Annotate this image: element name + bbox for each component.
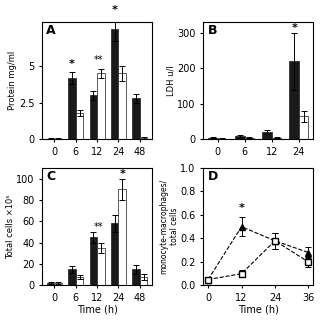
Bar bbox=[90, 237, 97, 285]
Text: **: ** bbox=[93, 55, 103, 65]
Bar bbox=[208, 138, 218, 140]
Bar bbox=[68, 269, 76, 285]
Bar bbox=[140, 277, 147, 285]
Y-axis label: monocyte-macrophages/
total cells: monocyte-macrophages/ total cells bbox=[159, 179, 179, 274]
Text: *: * bbox=[119, 169, 125, 179]
Y-axis label: Protein mg/ml: Protein mg/ml bbox=[8, 51, 17, 110]
Text: *: * bbox=[112, 5, 118, 15]
Text: A: A bbox=[46, 24, 56, 37]
Y-axis label: Total cells ×10⁵: Total cells ×10⁵ bbox=[5, 194, 14, 259]
Bar bbox=[90, 95, 97, 140]
X-axis label: Time (h): Time (h) bbox=[238, 304, 279, 315]
Bar bbox=[132, 269, 140, 285]
Y-axis label: LDH u/l: LDH u/l bbox=[166, 65, 176, 96]
Bar bbox=[97, 73, 105, 140]
X-axis label: Time (h): Time (h) bbox=[77, 304, 117, 315]
Bar bbox=[262, 132, 272, 140]
Bar bbox=[47, 139, 54, 140]
Text: *: * bbox=[69, 60, 75, 69]
Text: C: C bbox=[46, 170, 55, 183]
Bar bbox=[54, 283, 62, 285]
Bar bbox=[299, 116, 308, 140]
Bar bbox=[76, 277, 83, 285]
Bar bbox=[118, 73, 126, 140]
Bar bbox=[235, 136, 245, 140]
Bar bbox=[111, 29, 118, 140]
Bar bbox=[218, 139, 227, 140]
Bar bbox=[245, 138, 254, 140]
Text: *: * bbox=[239, 204, 244, 213]
Bar bbox=[68, 78, 76, 140]
Text: B: B bbox=[207, 24, 217, 37]
Text: *: * bbox=[291, 23, 297, 33]
Bar bbox=[290, 61, 299, 140]
Bar bbox=[111, 223, 118, 285]
Bar bbox=[272, 138, 281, 140]
Text: **: ** bbox=[93, 222, 103, 232]
Bar bbox=[47, 283, 54, 285]
Bar bbox=[76, 113, 83, 140]
Bar bbox=[54, 139, 62, 140]
Bar bbox=[132, 98, 140, 140]
Bar bbox=[97, 248, 105, 285]
Bar bbox=[118, 189, 126, 285]
Bar bbox=[140, 138, 147, 140]
Text: D: D bbox=[207, 170, 218, 183]
